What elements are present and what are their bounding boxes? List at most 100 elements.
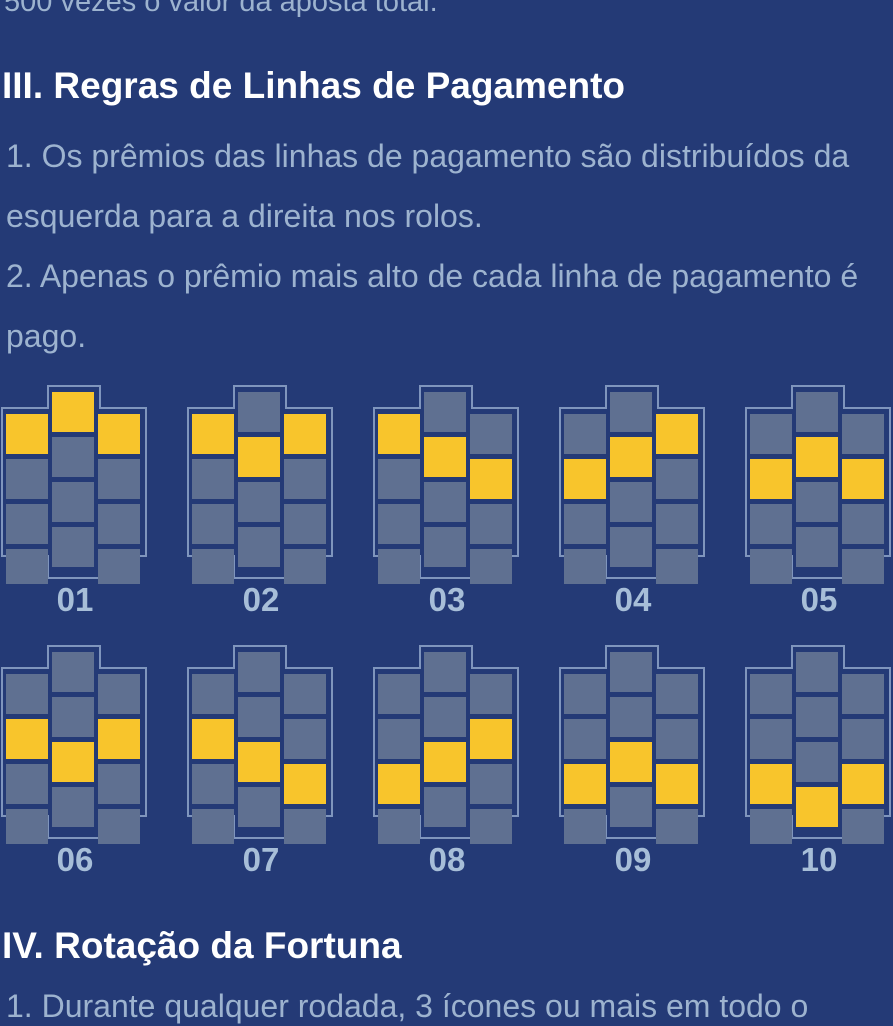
payline-cell [378,719,420,759]
payline-cell-active [238,742,280,782]
payline-number: 10 [800,841,838,878]
payline-cell [424,787,466,827]
payline-cell [6,549,48,584]
payline-card: 10 [744,644,893,884]
payline-cell [284,459,326,499]
payline-cell [98,674,140,714]
payline-cell [610,392,652,432]
payline-cell [284,504,326,544]
payline-cell-active [284,414,326,454]
payline-cell [98,809,140,844]
payline-cell [52,652,94,692]
payline-cell-active [796,437,838,477]
payline-number: 09 [614,841,652,878]
payline-cell [52,697,94,737]
payline-cell [796,392,838,432]
payline-cell-active [424,437,466,477]
payline-cell [378,459,420,499]
payline-number: 01 [56,581,94,618]
payline-cell [192,674,234,714]
payline-cell-active [6,414,48,454]
payline-cell [284,719,326,759]
payline-diagram [559,385,705,584]
payline-cell-active [470,459,512,499]
payline-cell [750,674,792,714]
payline-cell-active [378,414,420,454]
payline-cell [610,787,652,827]
payline-cell [424,697,466,737]
payline-cell [6,809,48,844]
section-title-fortune-spin: IV. Rotação da Fortuna [2,925,402,966]
payline-cell [470,504,512,544]
payline-cell [842,809,884,844]
payline-card: 03 [372,384,522,624]
payline-cell [98,549,140,584]
payline-number: 04 [614,581,652,618]
payline-card: 02 [186,384,336,624]
payline-cell [842,674,884,714]
next-paragraph-start: 1. Durante qualquer rodada, 3 ícones ou … [6,988,809,1024]
payline-cell [796,742,838,782]
payline-cell [98,504,140,544]
payline-cell [564,549,606,584]
payline-diagram [187,645,333,844]
payline-card: 05 [744,384,893,624]
payline-cell [750,504,792,544]
payline-cell [656,459,698,499]
payline-cell [470,809,512,844]
payline-cell-active [564,459,606,499]
payline-diagram [187,385,333,584]
payline-diagram [1,385,147,584]
payline-cell-active [192,414,234,454]
section-title-payline-rules: III. Regras de Linhas de Pagamento [2,65,626,106]
payline-cell [842,504,884,544]
payline-cell [238,527,280,567]
payline-cell-active [610,437,652,477]
payline-cell-active [796,787,838,827]
payline-cell-active [192,719,234,759]
payline-cell [796,482,838,522]
payline-cell [470,414,512,454]
payline-cell [610,482,652,522]
payline-cell [470,674,512,714]
paylines-grid: 01 02 03 04 05 06 07 08 09 10 [0,384,893,884]
payline-cell-active [750,459,792,499]
payline-cell [52,482,94,522]
payline-cell [750,414,792,454]
payline-number: 08 [428,841,466,878]
payline-cell [238,787,280,827]
payline-cell-active [52,742,94,782]
payline-cell-active [284,764,326,804]
payline-cell [610,697,652,737]
payline-cell [564,809,606,844]
payline-cell [564,719,606,759]
payline-cell [238,482,280,522]
payline-cell [6,674,48,714]
payline-cell [656,719,698,759]
payline-cell-active [610,742,652,782]
payline-cell-active [378,764,420,804]
payline-cell-active [564,764,606,804]
payline-card: 07 [186,644,336,884]
payline-cell [378,549,420,584]
payline-cell-active [98,414,140,454]
payline-cell [378,809,420,844]
payline-cell [470,764,512,804]
payline-diagram [1,645,147,844]
payline-card: 09 [558,644,708,884]
payline-cell [750,719,792,759]
payline-cell [842,719,884,759]
payline-cell [52,437,94,477]
payline-cell [238,652,280,692]
payline-diagram [745,645,891,844]
payline-cell [6,459,48,499]
payline-cell [192,549,234,584]
payline-number: 02 [242,581,280,618]
payline-diagram [745,385,891,584]
payline-card: 06 [0,644,150,884]
payline-cell [610,652,652,692]
previous-paragraph-end: 500 vezes o valor da aposta total. [4,0,438,18]
payline-cell [796,527,838,567]
payline-cell [564,674,606,714]
payline-diagram [373,385,519,584]
